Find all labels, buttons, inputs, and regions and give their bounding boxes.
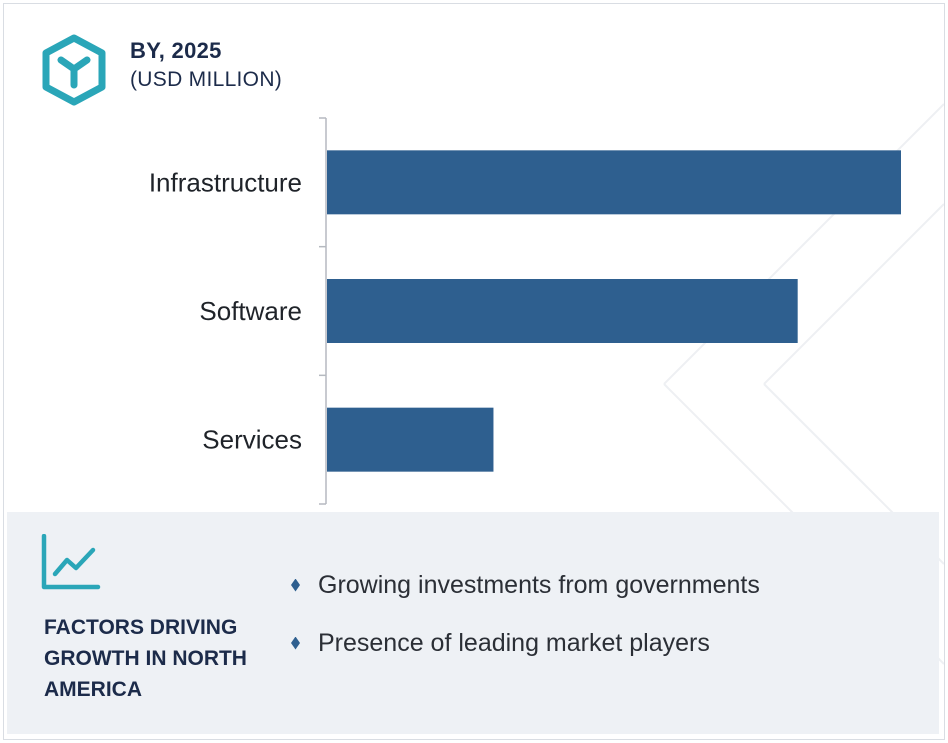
category-label: Services <box>202 425 302 455</box>
category-label: Infrastructure <box>149 167 302 197</box>
factor-text: Growing investments from governments <box>318 570 760 599</box>
cube-logo-icon <box>42 34 106 106</box>
line-chart-icon <box>41 534 101 590</box>
category-label: Software <box>199 296 302 326</box>
bar-chart: Infrastructure Software Services <box>149 117 901 505</box>
factors-panel: FACTORS DRIVING GROWTH IN NORTH AMERICA … <box>7 512 939 734</box>
factors-list: Growing investments from governments Pre… <box>291 556 760 672</box>
list-item: Presence of leading market players <box>291 614 760 672</box>
factors-heading: FACTORS DRIVING GROWTH IN NORTH AMERICA <box>44 616 247 701</box>
bar-services <box>327 407 494 472</box>
factor-text: Presence of leading market players <box>318 628 710 657</box>
diamond-bullet-icon <box>291 636 300 650</box>
list-item: Growing investments from governments <box>291 556 760 614</box>
infographic-card: BY, 2025 (USD MILLION) Infrastructure Sof… <box>3 3 945 740</box>
bar-software <box>327 279 798 343</box>
chart-title: BY, 2025 <box>130 38 222 63</box>
bar-infrastructure <box>327 150 901 215</box>
chart-subtitle: (USD MILLION) <box>130 68 283 91</box>
diamond-bullet-icon <box>291 578 300 592</box>
